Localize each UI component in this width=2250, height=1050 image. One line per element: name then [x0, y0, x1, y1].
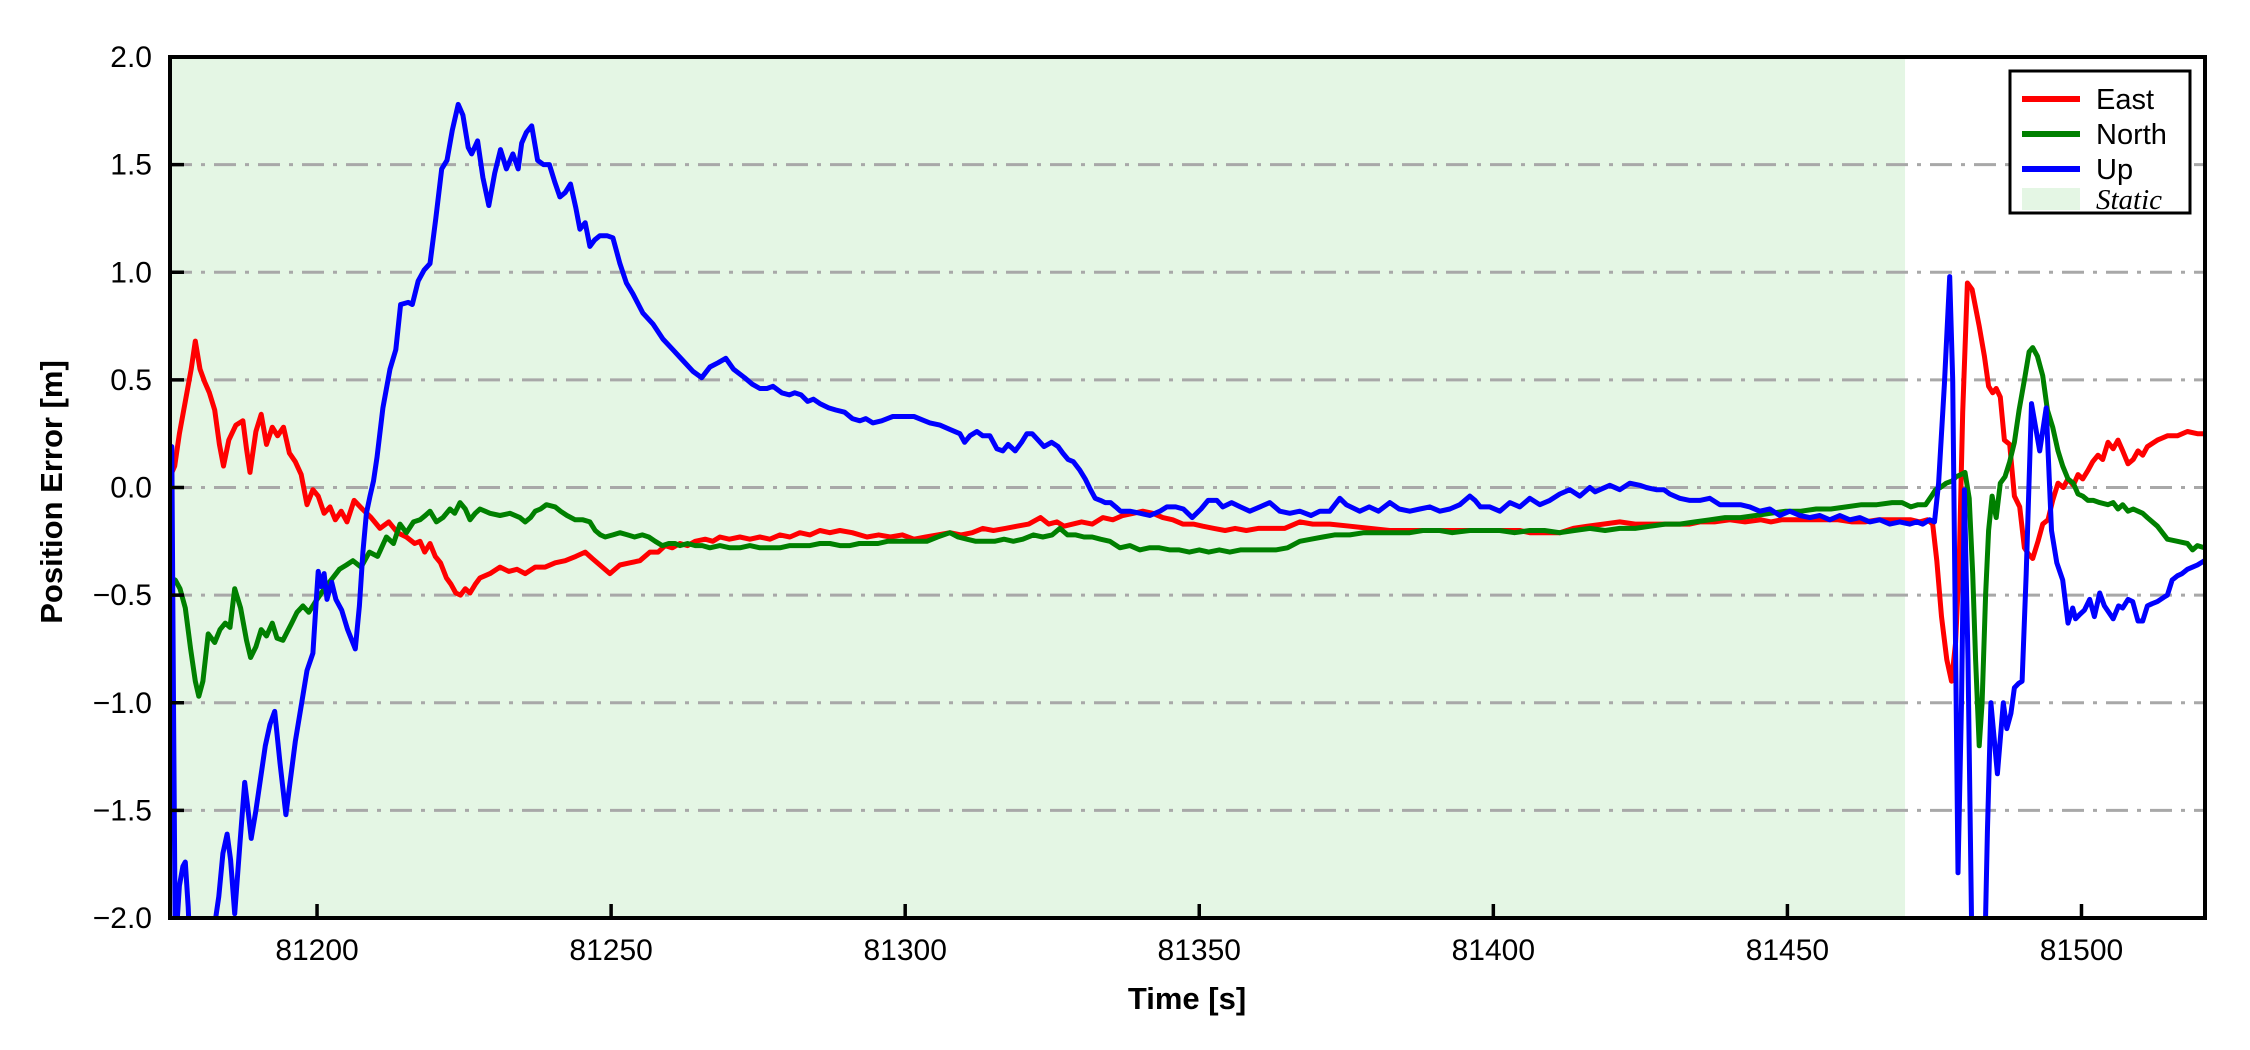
- y-tick-label-2.0: 2.0: [110, 41, 152, 74]
- y-tick-label-0.0: 0.0: [110, 472, 152, 505]
- x-axis-label: Time [s]: [1128, 981, 1246, 1016]
- tick-labels-layer: 81200 81250 81300 81350 81400 81450 81500 2.0 1.…: [93, 41, 2123, 967]
- x-tick-label-81350: 81350: [1158, 934, 1241, 967]
- x-tick-label-81450: 81450: [1746, 934, 1829, 967]
- x-tick-label-81500: 81500: [2040, 934, 2123, 967]
- x-tick-label-81250: 81250: [569, 934, 652, 967]
- x-tick-label-81200: 81200: [275, 934, 358, 967]
- legend-label-static: Static: [2096, 184, 2162, 216]
- x-tick-label-81400: 81400: [1452, 934, 1535, 967]
- y-tick-label-1.0: 1.0: [110, 256, 152, 289]
- series-east-line: [170, 280, 2205, 684]
- series-north-line: [170, 345, 2205, 749]
- x-tick-label-81300: 81300: [863, 934, 946, 967]
- legend-label-north: North: [2096, 119, 2167, 151]
- legend-swatch-static-patch: [2022, 188, 2080, 210]
- y-tick-label-−1.0: −1.0: [93, 687, 152, 720]
- legend: East North Up Static: [2008, 69, 2192, 216]
- y-axis-label: Position Error [m]: [34, 360, 69, 624]
- y-tick-label-1.5: 1.5: [110, 149, 152, 182]
- axes-layer: [168, 55, 2207, 920]
- legend-label-up: Up: [2096, 154, 2133, 186]
- legend-label-east: East: [2096, 84, 2154, 116]
- y-tick-label-−0.5: −0.5: [93, 579, 152, 612]
- y-tick-label-0.5: 0.5: [110, 364, 152, 397]
- series-up-line: [170, 101, 2205, 918]
- y-tick-label-−1.5: −1.5: [93, 794, 152, 827]
- y-tick-label-−2.0: −2.0: [93, 902, 152, 935]
- series-layer: [170, 101, 2205, 918]
